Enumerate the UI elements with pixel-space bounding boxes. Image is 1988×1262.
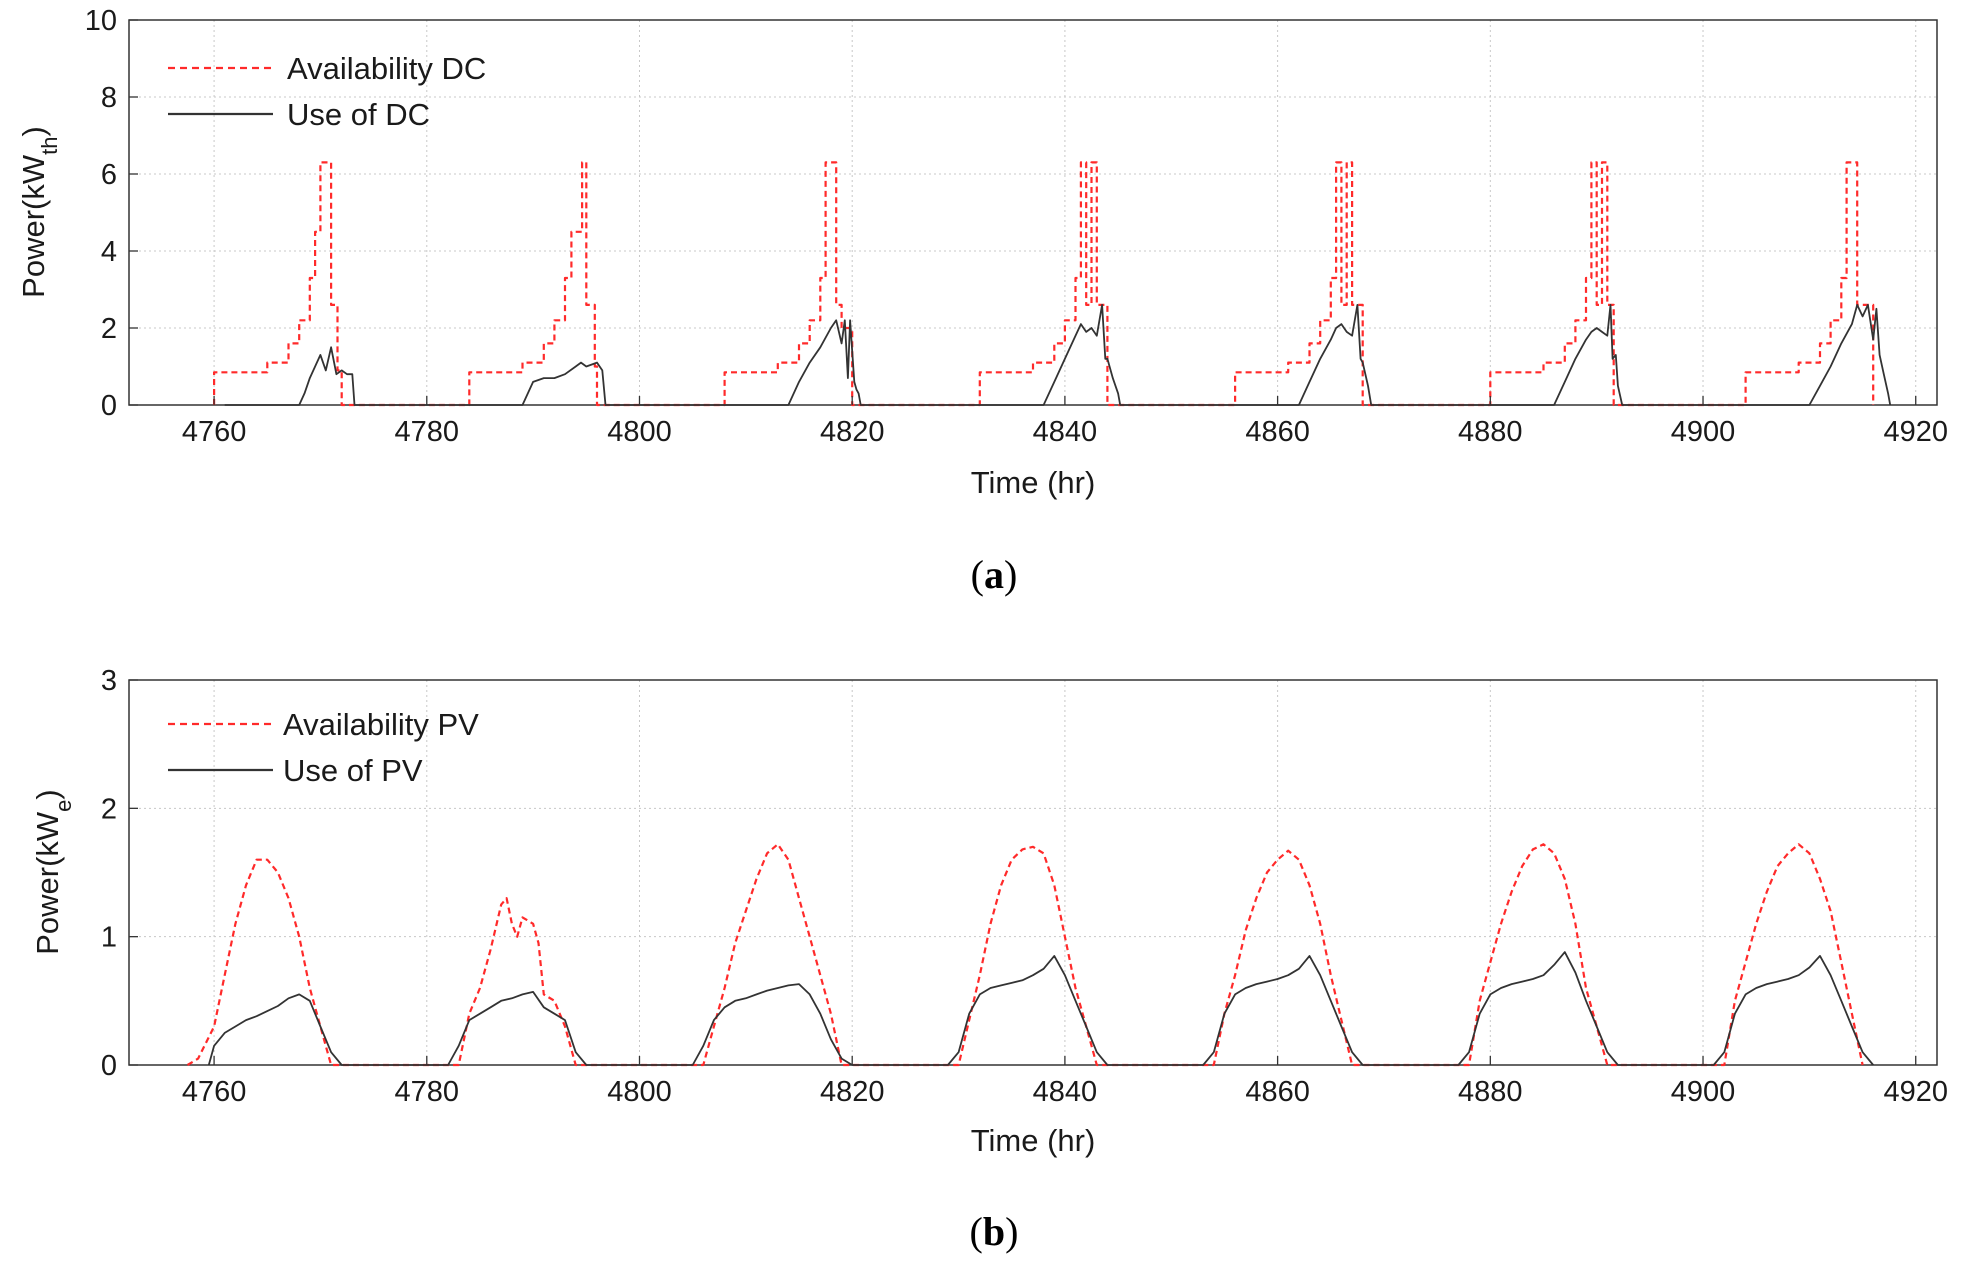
panel-b-xtick-label: 4820: [820, 1076, 885, 1108]
panel-b-xtick-label: 4880: [1458, 1076, 1523, 1108]
panel-a-xtick-label: 4840: [1033, 416, 1098, 448]
panel-a-xlabel: Time (hr): [971, 465, 1096, 500]
panel-a-series-availability-line: [213, 161, 1875, 407]
panel-a-series-use-line: [224, 303, 1892, 406]
panel-a-legend-label-availability: Availability DC: [287, 51, 486, 86]
panel-b-xtick-label: 4800: [607, 1076, 672, 1108]
panel-b-ytick-label: 0: [101, 1050, 117, 1082]
panel-b-xtick-label: 4860: [1245, 1076, 1310, 1108]
panel-a-ytick-label: 8: [101, 82, 117, 114]
panel-a-xtick-label: 4760: [182, 416, 247, 448]
panel-b-series-use-line: [207, 951, 1874, 1066]
panel-b-xtick-label: 4900: [1671, 1076, 1736, 1108]
panel-a-chart: 4760 4780 4800 4820 4840 4860 4880 4900 4920 0 2 4 6…: [16, 5, 1948, 597]
panel-b-chart: 4760 4780 4800 4820 4840 4860 4880 4900 4920 0 1 2 3…: [30, 665, 1948, 1254]
panel-a-legend: Availability DC Use of DC: [168, 51, 486, 132]
panel-a-ytick-label: 2: [101, 313, 117, 345]
panel-b-ytick-label: 2: [101, 793, 117, 825]
panel-b-legend-label-availability: Availability PV: [283, 707, 479, 742]
panel-b-xtick-label: 4780: [395, 1076, 460, 1108]
panel-a-xtick-label: 4860: [1245, 416, 1310, 448]
panel-b-xtick-label: 4840: [1033, 1076, 1098, 1108]
panel-a-xtick-label: 4880: [1458, 416, 1523, 448]
panel-a-xtick-label: 4900: [1671, 416, 1736, 448]
panel-a-ylabel: Power(kWth): [16, 126, 62, 298]
panel-a-ytick-label: 4: [101, 236, 117, 268]
panel-b-xtick-label: 4920: [1883, 1076, 1948, 1108]
panel-b-ytick-label: 3: [101, 665, 117, 697]
panel-b-ytick-label: 1: [101, 922, 117, 954]
panel-a-ytick-label: 0: [101, 390, 117, 422]
panel-a-xtick-label: 4820: [820, 416, 885, 448]
panel-b-legend-label-use: Use of PV: [283, 753, 423, 788]
panel-a-legend-label-use: Use of DC: [287, 97, 430, 132]
panel-a-ytick-label: 6: [101, 159, 117, 191]
panel-b-xtick-label: 4760: [182, 1076, 247, 1108]
panel-a-caption: (a): [971, 552, 1018, 597]
panel-b-series-availability-line: [186, 843, 1864, 1067]
panel-a-xtick-label: 4920: [1883, 416, 1948, 448]
panel-b-plot-area: [128, 679, 1938, 1066]
panel-b-caption: (b): [970, 1209, 1019, 1254]
panel-a-ytick-label: 10: [85, 5, 117, 37]
panel-a-xtick-label: 4780: [395, 416, 460, 448]
panel-a-xtick-label: 4800: [607, 416, 672, 448]
panel-b-xlabel: Time (hr): [971, 1123, 1096, 1158]
panel-b-ylabel: Power(kWe): [30, 789, 76, 955]
panel-b-legend: Availability PV Use of PV: [168, 707, 479, 788]
